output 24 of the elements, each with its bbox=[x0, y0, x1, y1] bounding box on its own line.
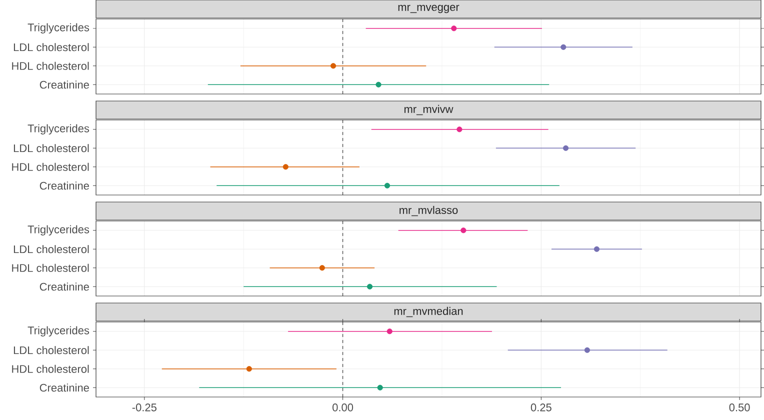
chart-title: mr_mvmedian bbox=[394, 306, 463, 318]
chart-title: mr_mvivw bbox=[404, 104, 454, 116]
y-tick-label: Creatinine bbox=[40, 182, 89, 190]
y-tick-label: Creatinine bbox=[40, 384, 89, 392]
y-tick-label: HDL cholesterol bbox=[12, 364, 89, 373]
y-tick-label: LDL cholesterol bbox=[14, 144, 89, 152]
y-tick-label: HDL cholesterol bbox=[12, 162, 89, 171]
y-tick-label: Creatinine bbox=[40, 282, 89, 291]
chart-title: mr_mvegger bbox=[398, 4, 460, 14]
x-tick-label: 0.00 bbox=[332, 404, 354, 412]
x-tick-label: 0.50 bbox=[729, 404, 750, 412]
y-tick-label: Triglycerides bbox=[28, 23, 90, 34]
y-tick-label: Triglycerides bbox=[28, 326, 90, 336]
y-tick-label: LDL cholesterol bbox=[14, 43, 89, 52]
y-tick-label: HDL cholesterol bbox=[12, 264, 89, 272]
x-tick-label: 0.25 bbox=[530, 404, 552, 412]
y-tick-label: Triglycerides bbox=[28, 225, 90, 236]
y-tick-label: LDL cholesterol bbox=[14, 245, 89, 254]
y-tick-label: HDL cholesterol bbox=[12, 62, 89, 70]
y-tick-label: Creatinine bbox=[40, 80, 89, 89]
x-tick-label: -0.25 bbox=[132, 404, 156, 412]
y-tick-label: Triglycerides bbox=[28, 124, 90, 134]
chart-title: mr_mvlasso bbox=[400, 206, 458, 216]
y-tick-label: LDL cholesterol bbox=[14, 346, 89, 354]
